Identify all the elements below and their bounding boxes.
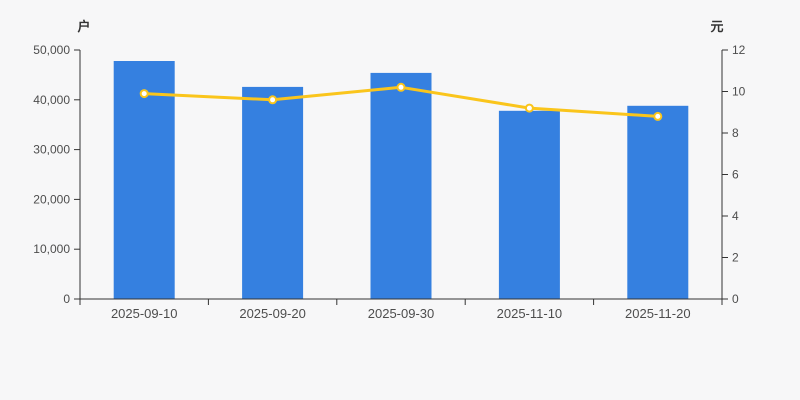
x-axis-label: 2025-11-20 <box>625 306 691 321</box>
left-axis-unit-label: 户 <box>77 19 90 34</box>
bar-2025-09-20[interactable] <box>242 86 304 300</box>
left-axis-tick-label: 40,000 <box>33 93 70 107</box>
bar-2025-11-20[interactable] <box>627 105 689 299</box>
right-axis-tick-label: 12 <box>732 43 746 57</box>
bar-2025-11-10[interactable] <box>498 110 560 299</box>
line-point-2025-11-10[interactable] <box>524 103 534 113</box>
right-axis-unit-label: 元 <box>710 19 723 34</box>
left-axis-tick-label: 50,000 <box>33 43 70 57</box>
x-axis-label: 2025-09-20 <box>239 306 306 321</box>
left-axis-tick-label: 10,000 <box>33 242 70 256</box>
line-point-2025-09-10[interactable] <box>139 89 149 99</box>
right-axis-tick-label: 6 <box>732 168 739 182</box>
right-axis-tick-label: 10 <box>732 85 746 99</box>
left-axis-tick-label: 20,000 <box>33 192 70 206</box>
x-axis-label: 2025-09-30 <box>368 306 435 321</box>
right-axis-tick-label: 8 <box>732 126 739 140</box>
right-axis-tick-label: 4 <box>732 209 739 223</box>
x-axis-label: 2025-11-10 <box>497 306 563 321</box>
right-axis-tick-label: 2 <box>732 251 739 265</box>
right-axis-tick-label: 0 <box>732 292 739 306</box>
left-axis-tick-label: 0 <box>63 292 70 306</box>
line-point-2025-09-30[interactable] <box>396 82 406 92</box>
bar-2025-09-30[interactable] <box>370 72 432 300</box>
line-point-2025-11-20[interactable] <box>653 111 663 121</box>
line-point-2025-09-20[interactable] <box>268 95 278 105</box>
x-axis-label: 2025-09-10 <box>111 306 178 321</box>
bar-2025-09-10[interactable] <box>113 61 175 299</box>
left-axis-tick-label: 30,000 <box>33 143 70 157</box>
